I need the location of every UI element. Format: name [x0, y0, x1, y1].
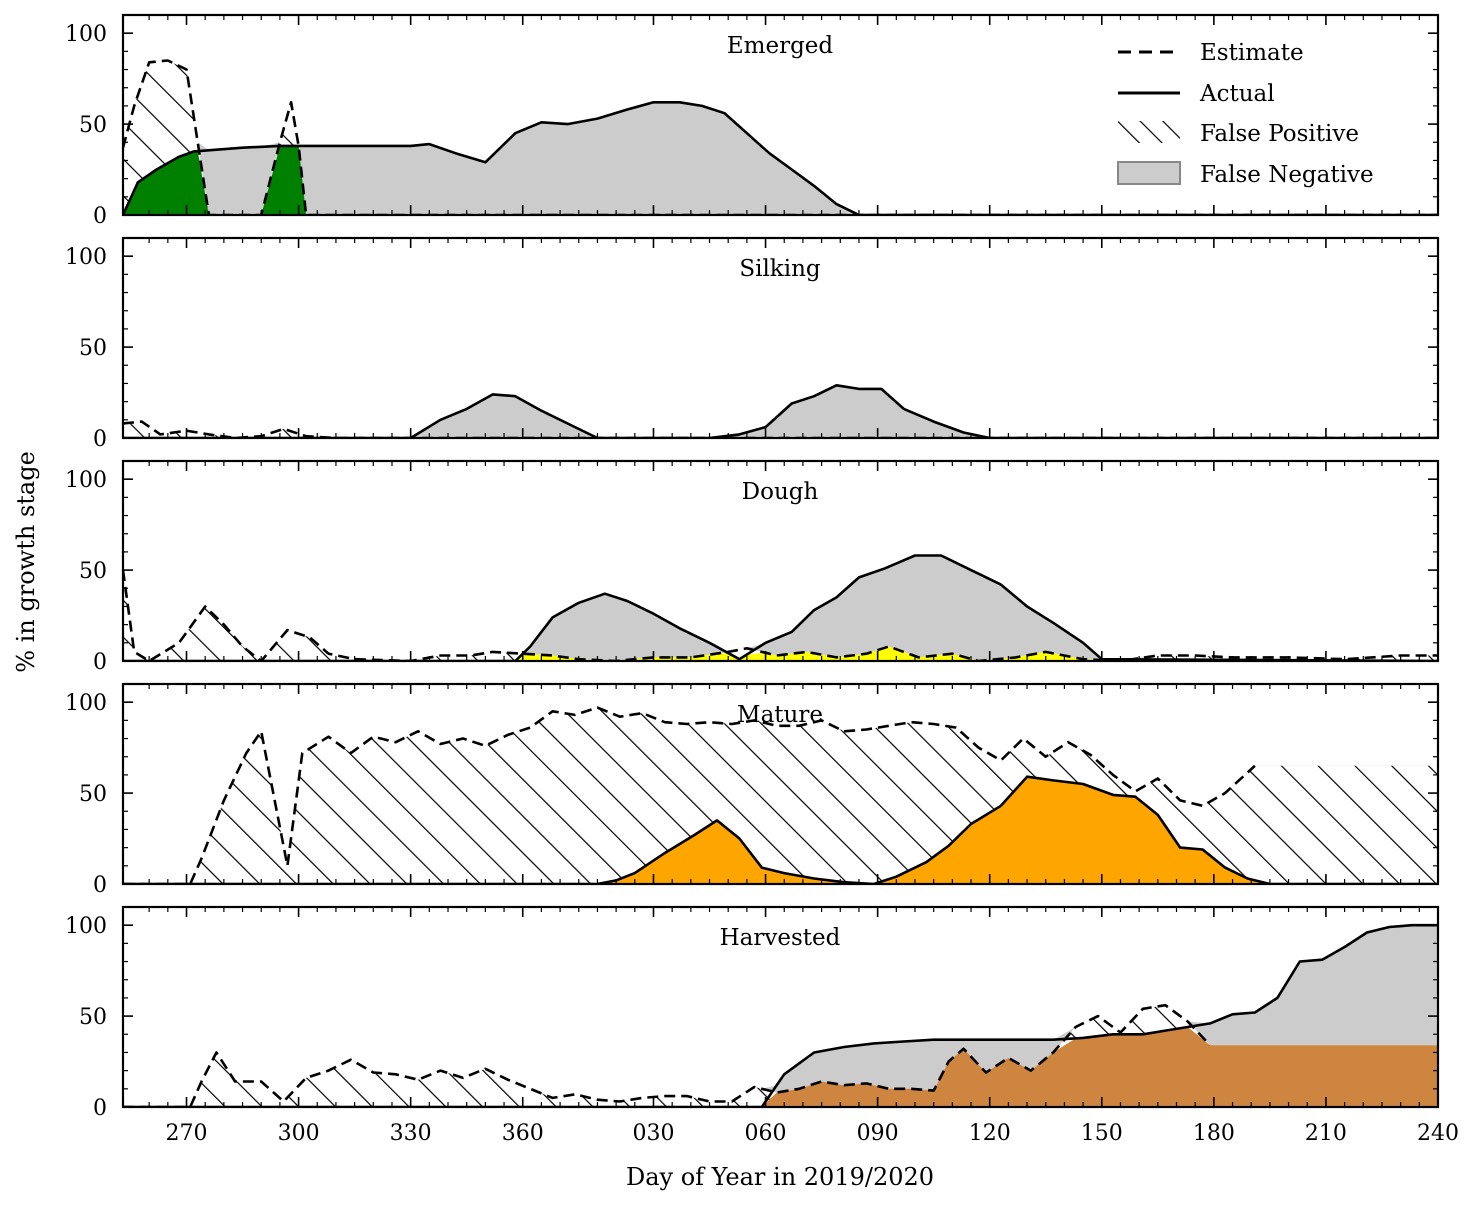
y-tick-label: 50 [79, 559, 107, 584]
overlap-area [123, 1027, 1438, 1107]
legend-false-negative-swatch [1117, 161, 1181, 185]
y-tick-label: 50 [79, 1005, 107, 1030]
y-tick-label: 50 [79, 336, 107, 361]
y-tick-label: 0 [93, 204, 107, 229]
actual-line [123, 384, 1438, 438]
panel-frame [121, 905, 1440, 1109]
x-tick-label: 210 [1305, 1121, 1347, 1146]
y-tick-label: 50 [79, 113, 107, 138]
panel-frame [121, 236, 1440, 440]
panel-harvested: 0 50 100 Harvested 270 300 330 360 030 060 090 120 1… [65, 905, 1459, 1146]
false-positive-area [123, 707, 1438, 884]
y-tick-label: 50 [79, 782, 107, 807]
panel-dough: 0 50 100 Dough [65, 459, 1440, 675]
panel-title: Silking [739, 256, 821, 282]
panel-title: Emerged [727, 33, 834, 59]
panel-mature: 0 50 100 Mature [65, 682, 1440, 898]
false-negative-area [123, 60, 1438, 215]
x-axis-label: Day of Year in 2019/2020 [626, 1163, 934, 1191]
panel-title: Harvested [720, 925, 841, 951]
x-tick-label: 060 [745, 1121, 787, 1146]
legend-false-negative-label: False Negative [1200, 162, 1374, 188]
y-tick-label: 100 [65, 22, 107, 47]
y-tick-label: 0 [93, 1096, 107, 1121]
x-tick-label: 090 [857, 1121, 899, 1146]
panel-silking: 0 50 100 Silking [65, 236, 1440, 452]
y-tick-label: 100 [65, 691, 107, 716]
y-tick-label: 0 [93, 650, 107, 675]
actual-line [123, 923, 1438, 1107]
x-tick-label: 180 [1193, 1121, 1235, 1146]
overlap-area [123, 646, 1438, 661]
panel-frame [121, 459, 1440, 663]
y-tick-label: 0 [93, 427, 107, 452]
panel-title: Dough [742, 479, 819, 505]
x-tick-label: 150 [1081, 1121, 1123, 1146]
x-tick-label: 120 [969, 1121, 1011, 1146]
estimate-line [123, 59, 1438, 215]
legend-estimate-label: Estimate [1200, 40, 1304, 66]
panel-title: Mature [737, 702, 823, 728]
x-tick-label: 270 [166, 1121, 208, 1146]
y-axis-label: % in growth stage [12, 451, 40, 673]
x-tick-label: 360 [502, 1121, 544, 1146]
x-tick-label: 240 [1417, 1121, 1459, 1146]
false-positive-area [123, 1005, 1438, 1107]
overlap-area [123, 776, 1438, 884]
legend: Estimate Actual False Positive False Neg… [1117, 40, 1374, 188]
actual-line [123, 101, 1438, 215]
y-tick-label: 100 [65, 245, 107, 270]
panel-emerged: 0 50 100 Emerged [65, 13, 1440, 229]
legend-false-positive-label: False Positive [1200, 121, 1359, 147]
y-tick-label: 100 [65, 468, 107, 493]
y-tick-label: 0 [93, 873, 107, 898]
false-negative-area [123, 555, 1438, 661]
x-tick-label: 030 [632, 1121, 674, 1146]
legend-actual-label: Actual [1199, 81, 1275, 107]
actual-line [123, 775, 1438, 884]
panel-frame [121, 682, 1440, 886]
panel-frame [121, 13, 1440, 217]
y-tick-label: 100 [65, 914, 107, 939]
x-tick-label: 300 [278, 1121, 320, 1146]
estimate-line [123, 1003, 1212, 1107]
actual-line [123, 554, 1438, 661]
x-tick-label: 330 [390, 1121, 432, 1146]
estimate-line [123, 706, 1256, 884]
legend-false-positive-swatch [1118, 121, 1180, 143]
false-negative-area [123, 385, 1438, 438]
